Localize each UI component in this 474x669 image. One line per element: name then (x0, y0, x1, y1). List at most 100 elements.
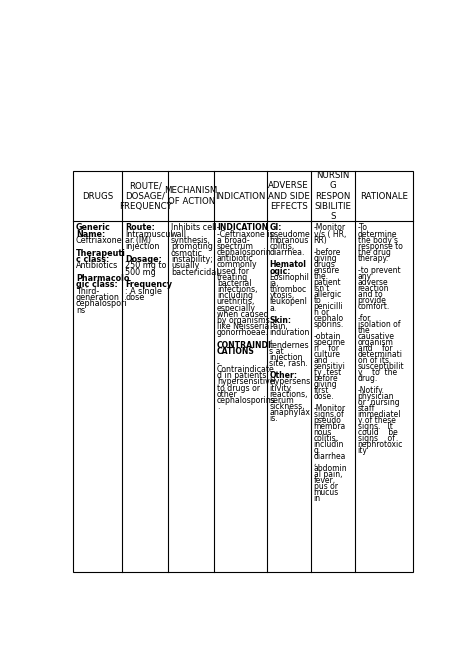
Text: urethritis,: urethritis, (217, 298, 255, 306)
Text: Pain,: Pain, (269, 322, 288, 331)
Text: cephalosporin: cephalosporin (217, 248, 272, 257)
Text: any: any (358, 272, 372, 280)
Text: the: the (358, 326, 370, 334)
Text: Pharmacolo: Pharmacolo (76, 274, 129, 283)
Text: comfort.: comfort. (358, 302, 390, 310)
Text: ADVERSE
AND SIDE
EFFECTS: ADVERSE AND SIDE EFFECTS (268, 181, 310, 211)
Text: instability;: instability; (171, 255, 213, 264)
Text: ogic:: ogic: (269, 267, 291, 276)
Text: allergic: allergic (313, 290, 342, 298)
Text: first: first (313, 385, 329, 395)
Text: -Ceftriaxone is: -Ceftriaxone is (217, 229, 273, 239)
Text: Name:: Name: (76, 230, 105, 239)
Text: the: the (313, 272, 326, 280)
Text: n or: n or (313, 308, 328, 316)
Text: y    to  the: y to the (358, 368, 397, 377)
Text: -Notify: -Notify (358, 385, 383, 395)
Text: ensure: ensure (313, 266, 340, 274)
Text: physician: physician (358, 391, 394, 401)
Text: synthesis,: synthesis, (171, 236, 211, 245)
Text: and: and (313, 356, 328, 365)
Text: -obtain: -obtain (313, 332, 341, 341)
Text: sickness,: sickness, (269, 402, 305, 411)
Text: before: before (313, 374, 338, 383)
Text: mucus: mucus (313, 488, 339, 497)
Text: used for: used for (217, 267, 249, 276)
Text: -Monitor: -Monitor (313, 223, 346, 233)
Text: culture: culture (313, 350, 340, 359)
Text: site, rash.: site, rash. (269, 359, 308, 368)
Text: Hypersens: Hypersens (269, 377, 310, 387)
Text: Other:: Other: (269, 371, 297, 381)
Text: INDICATION: INDICATION (215, 191, 265, 201)
Text: other: other (217, 390, 237, 399)
Text: ar (IM): ar (IM) (125, 236, 151, 245)
Text: colitis,: colitis, (269, 242, 295, 251)
Text: injection: injection (125, 242, 160, 252)
Text: gonorrhoeae.: gonorrhoeae. (217, 328, 269, 337)
Text: abdomin: abdomin (313, 464, 347, 473)
Text: ,: , (269, 334, 272, 343)
Text: isn't: isn't (313, 284, 330, 292)
Text: ty  test: ty test (313, 368, 341, 377)
Text: tendernes: tendernes (269, 341, 309, 349)
Text: Therapeuti: Therapeuti (76, 249, 126, 258)
Text: and    for: and for (358, 344, 392, 353)
Text: Third-: Third- (76, 286, 99, 296)
Text: CONTRAINDI: CONTRAINDI (217, 341, 272, 349)
Text: drugs: drugs (313, 260, 336, 268)
Text: ytosis,: ytosis, (269, 291, 295, 300)
Text: 500 mg: 500 mg (125, 268, 156, 277)
Text: Route:: Route: (125, 223, 155, 233)
Text: Intramuscul: Intramuscul (125, 230, 173, 239)
Text: Eosinophil: Eosinophil (269, 273, 309, 282)
Text: s at: s at (269, 347, 284, 356)
Text: including: including (217, 291, 253, 300)
Text: the body's: the body's (358, 235, 398, 244)
Text: -To: -To (358, 223, 368, 233)
Text: or  nursing: or nursing (358, 397, 399, 407)
Text: adverse: adverse (358, 278, 388, 286)
Text: 250 mg to: 250 mg to (125, 262, 167, 270)
Text: organism: organism (358, 338, 393, 347)
Text: causative: causative (358, 332, 395, 341)
Text: signs    of: signs of (358, 434, 394, 443)
Text: reaction: reaction (358, 284, 389, 292)
Text: a.: a. (269, 304, 277, 312)
Text: Dosage:: Dosage: (125, 255, 162, 264)
Text: hypersensitive: hypersensitive (217, 377, 274, 387)
Text: pseudo: pseudo (313, 415, 341, 425)
Text: ns: ns (76, 306, 85, 314)
Text: induration: induration (269, 328, 310, 337)
Text: patient: patient (313, 278, 341, 286)
Text: generation: generation (76, 293, 120, 302)
Text: to drugs or: to drugs or (217, 383, 260, 393)
Text: the drug: the drug (358, 248, 391, 256)
Text: pseudome: pseudome (269, 229, 310, 239)
Text: -for: -for (358, 314, 371, 322)
Text: Inhibits cell-: Inhibits cell- (171, 223, 219, 233)
Text: NURSIN
G
RESPON
SIBILITIE
S: NURSIN G RESPON SIBILITIE S (314, 171, 351, 221)
Text: sporins.: sporins. (313, 320, 344, 328)
Text: n    for: n for (313, 344, 338, 353)
Text: specime: specime (313, 338, 346, 347)
Text: commonly: commonly (217, 260, 257, 270)
Text: gic class:: gic class: (76, 280, 118, 289)
Text: ity: ity (358, 446, 367, 455)
Text: CATIONS: CATIONS (217, 347, 255, 356)
Text: nephrotoxic: nephrotoxic (358, 440, 403, 449)
Text: giving: giving (313, 254, 337, 262)
Text: colitis,: colitis, (313, 434, 338, 443)
Text: nous: nous (313, 427, 332, 437)
Text: bacterial: bacterial (217, 279, 251, 288)
Text: determine: determine (358, 229, 397, 239)
Text: cephalo: cephalo (313, 314, 344, 322)
Text: usually: usually (171, 262, 200, 270)
Text: determinati: determinati (358, 350, 402, 359)
Text: response to: response to (358, 242, 402, 250)
Text: Contraindicate: Contraindicate (217, 365, 274, 374)
Text: provide: provide (358, 296, 386, 304)
Text: itivity: itivity (269, 383, 292, 393)
Text: is.: is. (269, 415, 278, 423)
Text: sensitivi: sensitivi (313, 362, 346, 371)
